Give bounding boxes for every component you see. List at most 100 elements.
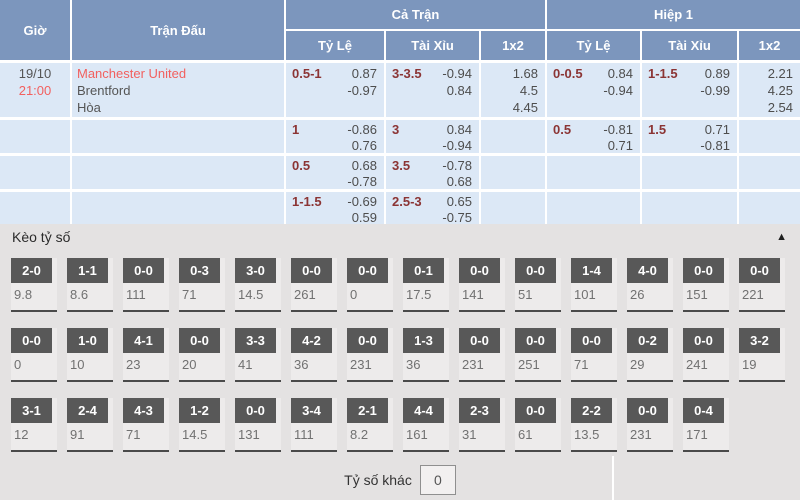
odds-cell-h1-1x2[interactable]: 2.21 4.25 2.54 xyxy=(739,63,800,117)
score-box[interactable]: 2-0 9.8 xyxy=(11,258,57,312)
odds-cell-ft-ou[interactable]: 3 0.84 -0.94 xyxy=(386,120,479,153)
score-box[interactable]: 0-0 261 xyxy=(291,258,337,312)
score-box[interactable]: 0-0 71 xyxy=(571,328,617,382)
score-box[interactable]: 1-2 14.5 xyxy=(179,398,225,452)
col-header-ft-handicap: Tỷ Lệ xyxy=(286,31,384,60)
score-label: 0-0 xyxy=(291,258,332,283)
odds-cell-h1-1x2[interactable] xyxy=(739,192,800,225)
score-box[interactable]: 4-2 36 xyxy=(291,328,337,382)
score-odds-value: 41 xyxy=(238,357,253,372)
score-box[interactable]: 2-2 13.5 xyxy=(571,398,617,452)
score-box[interactable]: 1-3 36 xyxy=(403,328,449,382)
score-odds-value: 17.5 xyxy=(406,287,432,302)
odds-cell-ft-ou[interactable]: 3.5 -0.78 0.68 xyxy=(386,156,479,189)
score-section-title: Kèo tỷ số xyxy=(12,229,71,245)
score-label: 0-2 xyxy=(627,328,668,353)
score-box[interactable]: 4-3 71 xyxy=(123,398,169,452)
odds-cell-h1-ou[interactable] xyxy=(642,192,737,225)
odds-value: -0.78 xyxy=(442,158,472,173)
score-box[interactable]: 0-0 231 xyxy=(627,398,673,452)
score-box[interactable]: 3-1 12 xyxy=(11,398,57,452)
score-box[interactable]: 0-0 51 xyxy=(515,258,561,312)
other-score-label: Tỷ số khác xyxy=(344,472,412,488)
score-odds-value: 36 xyxy=(406,357,421,372)
score-odds-value: 171 xyxy=(686,427,708,442)
score-odds-value: 8.2 xyxy=(350,427,369,442)
score-label: 3-0 xyxy=(235,258,276,283)
odds-cell-h1-handicap[interactable] xyxy=(547,192,640,225)
odds-cell-ft-1x2[interactable]: 1.68 4.5 4.45 xyxy=(481,63,545,117)
odds-values: -0.78 0.68 xyxy=(442,158,472,189)
odds-cell-h1-ou[interactable]: 1-1.5 0.89 -0.99 xyxy=(642,63,737,117)
collapse-arrow-icon[interactable]: ▲ xyxy=(776,231,787,243)
col-header-ft-1x2: 1x2 xyxy=(481,31,545,60)
score-box[interactable]: 2-1 8.2 xyxy=(347,398,393,452)
odds-cell-ft-handicap[interactable]: 1-1.5 -0.69 0.59 xyxy=(286,192,384,225)
score-box[interactable]: 0-0 231 xyxy=(347,328,393,382)
odds-value: 0.71 xyxy=(704,122,730,137)
score-box[interactable]: 0-0 61 xyxy=(515,398,561,452)
odds-value: -0.78 xyxy=(347,174,377,189)
score-box[interactable]: 2-4 91 xyxy=(67,398,113,452)
score-box[interactable]: 4-0 26 xyxy=(627,258,673,312)
odds-cell-ft-1x2[interactable] xyxy=(481,156,545,189)
score-box[interactable]: 3-3 41 xyxy=(235,328,281,382)
other-score-input[interactable]: 0 xyxy=(419,465,456,495)
odds-cell-h1-ou[interactable]: 1.5 0.71 -0.81 xyxy=(642,120,737,153)
score-box[interactable]: 2-3 31 xyxy=(459,398,505,452)
odds-cell-h1-handicap[interactable]: 0.5 -0.81 0.71 xyxy=(547,120,640,153)
odds-values: 0.84 -0.94 xyxy=(603,65,633,99)
score-box[interactable]: 3-2 19 xyxy=(739,328,785,382)
odds-cell-h1-handicap[interactable]: 0-0.5 0.84 -0.94 xyxy=(547,63,640,117)
odds-cell-h1-ou[interactable] xyxy=(642,156,737,189)
match-teams-cell xyxy=(72,120,284,153)
score-box[interactable]: 0-4 171 xyxy=(683,398,729,452)
odds-cell-ft-handicap[interactable]: 0.5-1 0.87 -0.97 xyxy=(286,63,384,117)
odds-value: 0.84 xyxy=(446,122,472,137)
score-box[interactable]: 3-0 14.5 xyxy=(235,258,281,312)
score-box[interactable]: 0-0 111 xyxy=(123,258,169,312)
odds-cell-ft-1x2[interactable] xyxy=(481,192,545,225)
score-label: 2-1 xyxy=(347,398,388,423)
score-label: 2-3 xyxy=(459,398,500,423)
score-box[interactable]: 0-0 221 xyxy=(739,258,785,312)
odds-cell-ft-handicap[interactable]: 0.5 0.68 -0.78 xyxy=(286,156,384,189)
score-box[interactable]: 1-4 101 xyxy=(571,258,617,312)
odds-cell-h1-handicap[interactable] xyxy=(547,156,640,189)
score-box[interactable]: 4-4 161 xyxy=(403,398,449,452)
score-label: 1-1 xyxy=(67,258,108,283)
odds-cell-ft-1x2[interactable] xyxy=(481,120,545,153)
score-box[interactable]: 0-3 71 xyxy=(179,258,225,312)
score-odds-value: 14.5 xyxy=(238,287,264,302)
score-box[interactable]: 0-0 0 xyxy=(347,258,393,312)
score-label: 3-3 xyxy=(235,328,276,353)
score-odds-value: 71 xyxy=(182,287,197,302)
score-box[interactable]: 3-4 111 xyxy=(291,398,337,452)
score-box[interactable]: 0-0 0 xyxy=(11,328,57,382)
score-label: 1-0 xyxy=(67,328,108,353)
odds-cell-ft-ou[interactable]: 2.5-3 0.65 -0.75 xyxy=(386,192,479,225)
odds-value: -0.81 xyxy=(603,122,633,137)
score-odds-value: 111 xyxy=(294,427,314,442)
odds-cell-h1-1x2[interactable] xyxy=(739,120,800,153)
score-box[interactable]: 0-0 141 xyxy=(459,258,505,312)
score-box[interactable]: 0-0 231 xyxy=(459,328,505,382)
score-box[interactable]: 4-1 23 xyxy=(123,328,169,382)
score-box[interactable]: 0-0 131 xyxy=(235,398,281,452)
score-box[interactable]: 1-1 8.6 xyxy=(67,258,113,312)
score-box[interactable]: 0-0 20 xyxy=(179,328,225,382)
score-box[interactable]: 0-2 29 xyxy=(627,328,673,382)
handicap-line: 0.5-1 xyxy=(292,66,322,81)
score-box[interactable]: 0-0 151 xyxy=(683,258,729,312)
score-box[interactable]: 0-0 251 xyxy=(515,328,561,382)
1x2-odds-value: 2.21 xyxy=(767,66,793,81)
score-box[interactable]: 0-1 17.5 xyxy=(403,258,449,312)
score-box[interactable]: 1-0 10 xyxy=(67,328,113,382)
score-box[interactable]: 0-0 241 xyxy=(683,328,729,382)
odds-cell-ft-ou[interactable]: 3-3.5 -0.94 0.84 xyxy=(386,63,479,117)
odds-cell-ft-handicap[interactable]: 1 -0.86 0.76 xyxy=(286,120,384,153)
1x2-odds-value: 4.25 xyxy=(767,83,793,98)
odds-cell-h1-1x2[interactable] xyxy=(739,156,800,189)
1x2-odds-values: 1.68 4.5 4.45 xyxy=(487,65,538,116)
score-label: 0-3 xyxy=(179,258,220,283)
